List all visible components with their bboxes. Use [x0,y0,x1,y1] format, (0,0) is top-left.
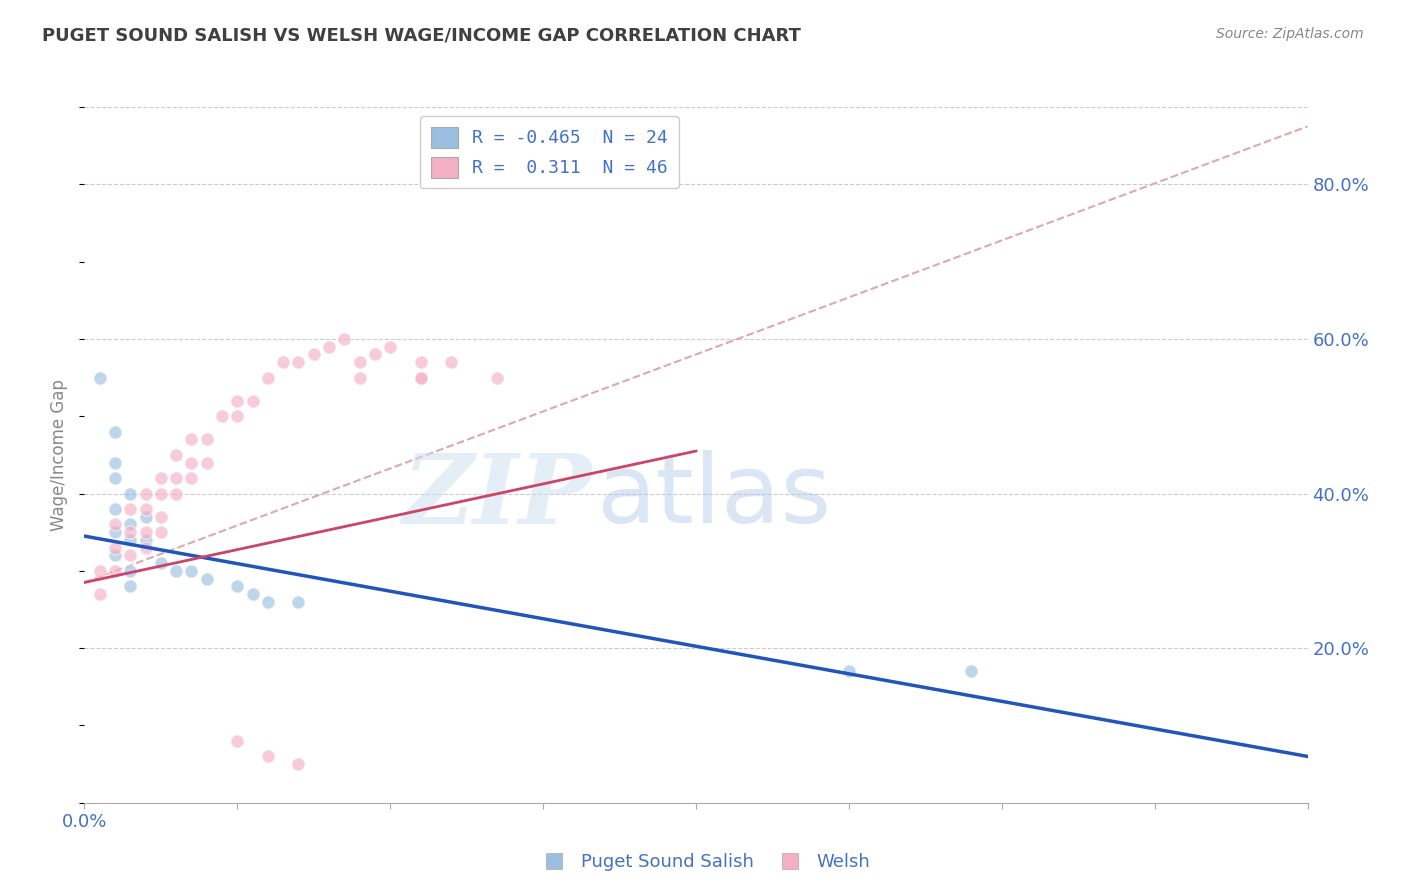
Point [380,340,402,354]
Point [104,564,127,578]
Point [165,486,187,500]
Point [120,564,142,578]
Point [349,355,371,369]
Point [486,370,509,384]
Point [226,409,249,424]
Point [165,448,187,462]
Point [135,525,157,540]
Point [104,502,127,516]
Point [242,587,264,601]
Point [287,595,309,609]
Point [120,486,142,500]
Point [104,425,127,439]
Point [409,370,432,384]
Point [242,393,264,408]
Point [89,587,111,601]
Point [149,471,172,485]
Text: atlas: atlas [596,450,831,543]
Y-axis label: Wage/Income Gap: Wage/Income Gap [51,379,69,531]
Point [149,556,172,570]
Point [165,471,187,485]
Point [409,355,432,369]
Legend: R = -0.465  N = 24, R =  0.311  N = 46: R = -0.465 N = 24, R = 0.311 N = 46 [420,116,679,188]
Text: Source: ZipAtlas.com: Source: ZipAtlas.com [1216,27,1364,41]
Point [180,433,202,447]
Point [104,525,127,540]
Point [257,595,280,609]
Point [135,533,157,547]
Point [135,541,157,555]
Point [120,579,142,593]
Point [271,355,294,369]
Point [149,509,172,524]
Point [364,347,387,361]
Point [180,564,202,578]
Point [440,355,463,369]
Point [135,486,157,500]
Point [195,433,218,447]
Point [149,525,172,540]
Point [226,393,249,408]
Point [409,370,432,384]
Point [104,541,127,555]
Point [104,471,127,485]
Point [120,517,142,532]
Point [838,665,860,679]
Text: ZIP: ZIP [402,450,592,543]
Point [120,525,142,540]
Point [257,370,280,384]
Point [180,471,202,485]
Point [287,355,309,369]
Legend: Puget Sound Salish, Welsh: Puget Sound Salish, Welsh [529,847,877,879]
Point [120,502,142,516]
Point [120,533,142,547]
Point [287,757,309,772]
Point [349,370,371,384]
Point [318,340,340,354]
Point [226,734,249,748]
Point [120,549,142,563]
Point [195,456,218,470]
Point [960,665,983,679]
Point [104,517,127,532]
Point [149,486,172,500]
Text: PUGET SOUND SALISH VS WELSH WAGE/INCOME GAP CORRELATION CHART: PUGET SOUND SALISH VS WELSH WAGE/INCOME … [42,27,801,45]
Point [226,579,249,593]
Point [195,572,218,586]
Point [211,409,233,424]
Point [135,509,157,524]
Point [257,749,280,764]
Point [333,332,356,346]
Point [135,502,157,516]
Point [302,347,325,361]
Point [104,456,127,470]
Point [89,370,111,384]
Point [104,549,127,563]
Point [89,564,111,578]
Point [180,456,202,470]
Point [165,564,187,578]
